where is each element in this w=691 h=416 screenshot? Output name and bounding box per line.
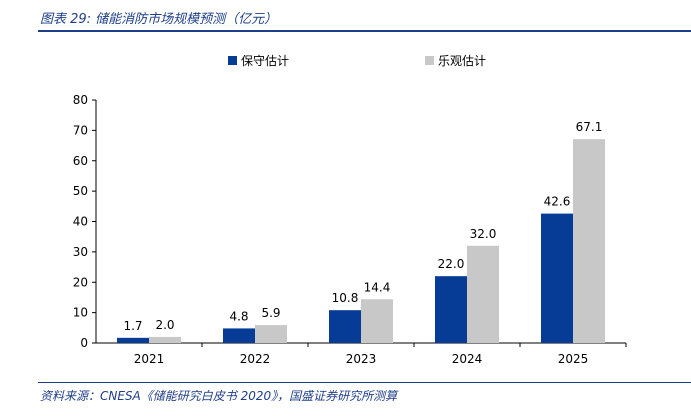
y-tick-label: 70 bbox=[73, 123, 88, 137]
header-rule bbox=[38, 30, 691, 32]
bar bbox=[149, 336, 181, 343]
data-label: 42.6 bbox=[544, 195, 571, 209]
data-label: 22.0 bbox=[438, 257, 465, 271]
bar bbox=[541, 213, 573, 343]
bar bbox=[573, 139, 605, 343]
x-tick-label: 2024 bbox=[452, 352, 483, 366]
x-tick-label: 2022 bbox=[240, 352, 271, 366]
bar bbox=[223, 328, 255, 343]
data-label: 4.8 bbox=[229, 309, 248, 323]
x-tick-label: 2025 bbox=[558, 352, 589, 366]
bar-chart: 保守估计 乐观估计 0 10 20 30 40 50 60 70 80 2021 1.7 2.0 2022 4… bbox=[73, 54, 627, 366]
y-tick-label: 0 bbox=[80, 336, 88, 350]
y-tick-label: 10 bbox=[73, 306, 88, 320]
bar bbox=[255, 325, 287, 343]
data-label: 5.9 bbox=[261, 306, 280, 320]
bar bbox=[117, 337, 149, 343]
x-tick-label: 2023 bbox=[346, 352, 377, 366]
data-label: 10.8 bbox=[332, 291, 359, 305]
source-note: 资料来源：CNESA《储能研究白皮书 2020》，国盛证券研究所测算 bbox=[40, 389, 398, 403]
bar bbox=[435, 276, 467, 343]
legend-label: 保守估计 bbox=[241, 54, 289, 68]
data-label: 32.0 bbox=[470, 227, 497, 241]
legend-label: 乐观估计 bbox=[438, 54, 486, 68]
y-tick-label: 40 bbox=[73, 215, 88, 229]
data-label: 2.0 bbox=[155, 318, 174, 332]
legend-swatch bbox=[228, 56, 237, 65]
bar bbox=[329, 310, 361, 343]
legend-swatch bbox=[425, 56, 434, 65]
y-tick-label: 20 bbox=[73, 275, 88, 289]
data-label: 14.4 bbox=[364, 280, 391, 294]
y-tick-label: 30 bbox=[73, 245, 88, 259]
data-label: 1.7 bbox=[123, 319, 142, 333]
y-tick-label: 60 bbox=[73, 154, 88, 168]
chart-caption: 图表 29: 储能消防市场规模预测（亿元） bbox=[40, 12, 278, 27]
x-tick-label: 2021 bbox=[134, 352, 165, 366]
bar bbox=[361, 299, 393, 343]
y-tick-label: 80 bbox=[73, 93, 88, 107]
bar bbox=[467, 245, 499, 343]
footer-rule bbox=[38, 382, 691, 383]
y-tick-label: 50 bbox=[73, 184, 88, 198]
data-label: 67.1 bbox=[576, 120, 603, 134]
